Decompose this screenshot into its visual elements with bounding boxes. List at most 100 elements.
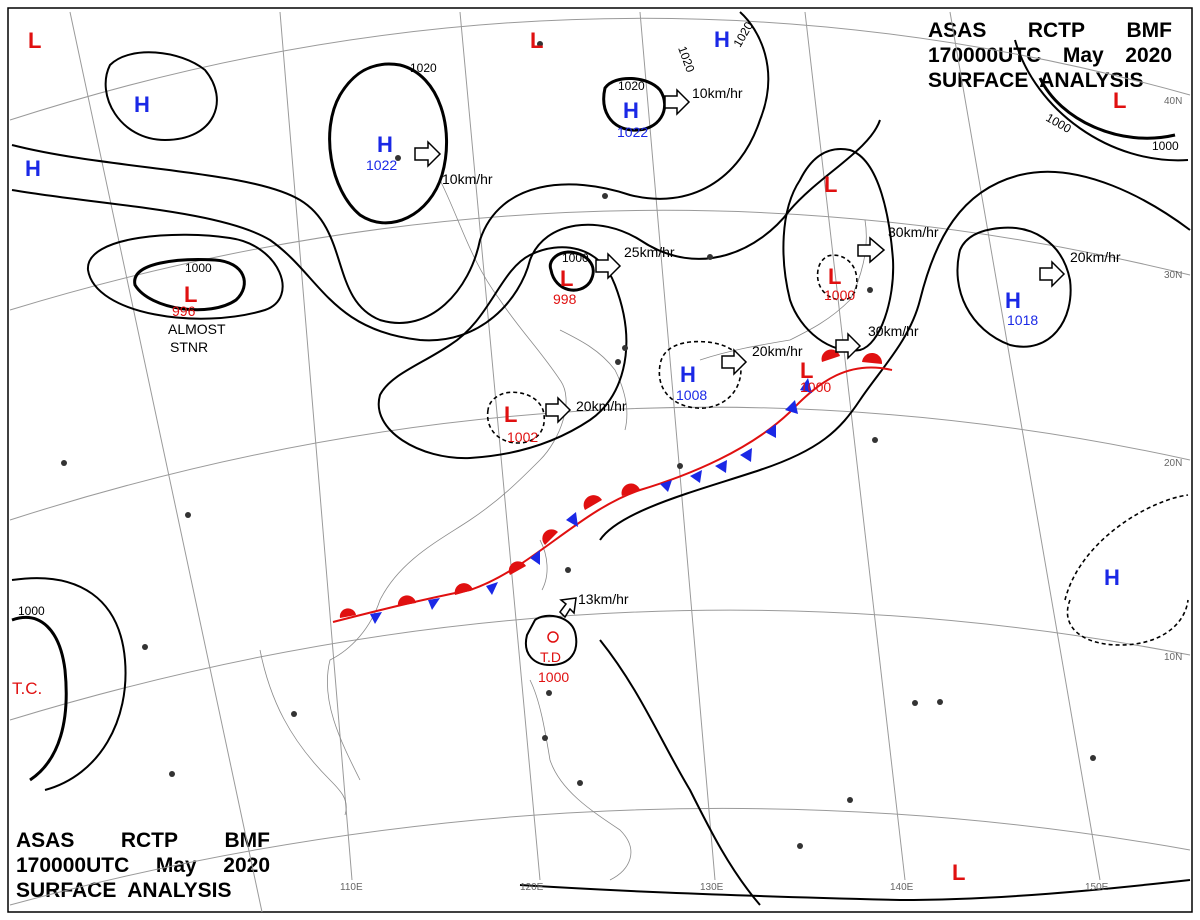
front-warm-segment [862,352,883,364]
front-cold-segment [765,424,776,438]
coast-philippines [529,679,632,881]
front-warm-segment [339,608,356,618]
station-marker [615,359,621,365]
title-center-code: ASAS [16,829,75,852]
lat-label: 30N [1164,270,1182,281]
title-station-code: RCTP [120,829,179,852]
lon-line-120e [459,11,541,881]
isobar-1020-small-high [602,76,667,132]
isobar-label: 1000 [1152,139,1179,153]
speed-label: 20km/hr [752,343,803,359]
front-cold-segment [370,612,382,624]
high-pressure-symbol: H [714,27,730,52]
lon-label: 140E [890,882,914,893]
motion-speed-labels: 10km/hr 10km/hr 25km/hr 30km/hr 30km/hr … [442,85,1121,607]
lat-label: 40N [1164,96,1182,107]
station-marker [602,193,608,199]
station-marker [937,699,943,705]
map-border [7,7,1193,913]
station-marker [546,690,552,696]
low-pressure-value: 996 [172,303,196,319]
dashed-isobar-high-southeast [1066,599,1189,646]
low-pressure-symbol: L [800,358,813,383]
station-marker [185,512,191,518]
low-pressure-symbol: L [824,172,837,197]
low-pressure-symbol: L [184,282,197,307]
high-pressure-symbol: H [1005,288,1021,313]
low-pressure-symbol: L [1113,88,1126,113]
station-marker [565,567,571,573]
coast-japan [699,219,867,361]
isobar-label: 1000 [185,261,212,275]
motion-arrow [414,140,442,168]
pressure-centers: H H H 1022 H 1022 H H 1008 H 1018 H L L … [12,27,1126,885]
isobar-label: 1020 [410,61,437,75]
lat-line-0n [9,807,1191,906]
station-marker [291,711,297,717]
speed-label: 25km/hr [624,244,675,260]
isobar-outer-northeast [1014,39,1189,162]
front-warm-segment [397,595,416,606]
front-warm-segment [583,495,602,510]
isobar-label: 1000 [18,604,45,618]
lat-label: 10N [1164,652,1182,663]
isobar-1020-high [328,62,449,225]
title-year: 2020 [223,854,270,877]
motion-arrow [595,252,622,280]
isobar-northern-ridge [11,11,770,324]
latitude-lines [9,17,1191,906]
speed-label: 20km/hr [1070,249,1121,265]
lat-line-10n [9,609,1191,721]
front-cold-segment [486,582,498,595]
high-pressure-value: 1022 [366,157,397,173]
isobar-high-west [104,51,218,142]
low-pressure-value: 1000 [824,287,855,303]
motion-arrow [559,597,577,619]
isobar-1000-northeast [1038,77,1176,140]
dashed-isobar-low-japan [816,254,858,301]
coast-taiwan [539,539,548,591]
isobar-subtropical-ridge [599,170,1191,541]
low-pressure-symbol: L [28,28,41,53]
longitude-lines [69,11,1101,913]
front-warm-segment [454,583,473,595]
station-marker [867,287,873,293]
front-warm-segment [508,561,526,575]
high-pressure-symbol: H [680,362,696,387]
coastlines [259,179,867,881]
station-marker [395,155,401,161]
isobars [11,11,1191,906]
high-pressure-symbol: H [377,132,393,157]
isobar-low-east-china [377,246,628,460]
low-pressure-value: 1002 [507,429,538,445]
motion-arrow [545,396,572,424]
front-cold-segment [530,550,540,565]
title-bureau-code: BMF [1126,19,1173,42]
title-station-code: RCTP [1027,19,1086,42]
isobar-low-west-outer [86,233,284,320]
isobar-label: 1020 [730,19,756,49]
title-analysis-type: SURFACE ANALYSIS [928,69,1144,92]
front-cold-segment [428,598,440,610]
isobar-southern-1 [599,639,761,906]
lon-line-150e [949,11,1101,881]
speed-label: 30km/hr [868,323,919,339]
lon-line-140e [804,11,906,881]
lat-label: 20N [1164,458,1182,469]
isobar-mid-ridge [11,119,881,342]
high-pressure-symbol: H [134,92,150,117]
dashed-isobars [486,254,1189,646]
isobar-1000-low-west [133,258,246,312]
speed-label: 20km/hr [576,398,627,414]
dashed-isobar-high-southeast-upper [1064,494,1189,601]
front-cold-segment [660,480,672,492]
station-marker [872,437,878,443]
motion-arrow [835,332,862,360]
station-marker [677,463,683,469]
stationary-note: ALMOST [168,321,226,337]
lon-label: 130E [700,882,724,893]
high-pressure-symbol: H [1104,565,1120,590]
isobar-1000-tc [11,616,68,782]
high-pressure-value: 1008 [676,387,707,403]
isobar-low-japan [782,148,895,352]
